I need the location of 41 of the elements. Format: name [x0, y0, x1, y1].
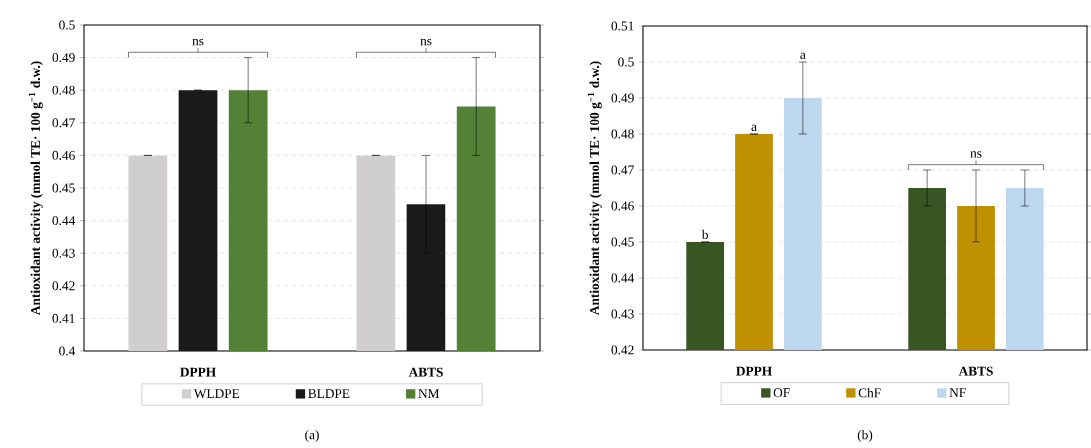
annotation: ns — [420, 38, 432, 46]
y-tick-label: 0.42 — [611, 345, 634, 355]
y-tick-label: 0.51 — [611, 21, 634, 31]
y-tick-label: 0.47 — [52, 118, 75, 128]
y-tick-label: 0.41 — [52, 313, 75, 323]
text: (b) — [857, 429, 873, 443]
y-tick-label: 0.45 — [52, 183, 75, 193]
x-tick-label: ABTS — [408, 367, 443, 377]
y-tick-label: 0.48 — [52, 85, 75, 95]
y-tick-label: 0.46 — [52, 150, 75, 160]
y-tick-label: 0.42 — [52, 281, 75, 291]
y-axis-title: Antioxidant activity (mmol TE· 100 g$^{−1}$ d.w.) — [587, 61, 602, 316]
y-axis-title: Antioxidant activity (mmol TE· 100 g$^{−1}$ d.w.) — [28, 61, 43, 316]
y-tick-label: 0.47 — [611, 165, 634, 175]
y-tick-label: 0.44 — [611, 273, 635, 283]
data-label: a — [800, 52, 806, 60]
annotation: ns — [192, 38, 204, 46]
y-tick-label: 0.44 — [52, 216, 76, 226]
legend-label: WLDPE — [193, 389, 240, 399]
y-tick-label: 0.45 — [611, 237, 634, 247]
y-tick-label: 0.49 — [611, 93, 634, 103]
y-tick-label: 0.43 — [52, 248, 75, 258]
y-tick-label: 0.46 — [611, 201, 634, 211]
y-tick-label: 0.5 — [618, 57, 634, 67]
data-label: a — [751, 124, 757, 132]
legend-label: ChF — [858, 387, 881, 398]
x-tick-label: DPPH — [736, 366, 772, 376]
y-tick-label: 0.49 — [52, 53, 75, 63]
y-tick-label: 0.5 — [59, 20, 75, 30]
legend-label: NM — [418, 389, 440, 398]
annotation: ns — [970, 151, 982, 158]
text: (a) — [305, 429, 319, 443]
x-tick-label: DPPH — [180, 367, 216, 377]
y-tick-label: 0.43 — [611, 309, 634, 319]
data-label: b — [701, 229, 708, 240]
legend-label: NF — [949, 388, 966, 397]
legend-label: OF — [773, 388, 790, 398]
y-tick-label: 0.48 — [611, 129, 634, 139]
legend-label: BLDPE — [308, 389, 350, 398]
y-tick-label: 0.4 — [59, 346, 76, 356]
x-tick-label: ABTS — [958, 366, 993, 376]
